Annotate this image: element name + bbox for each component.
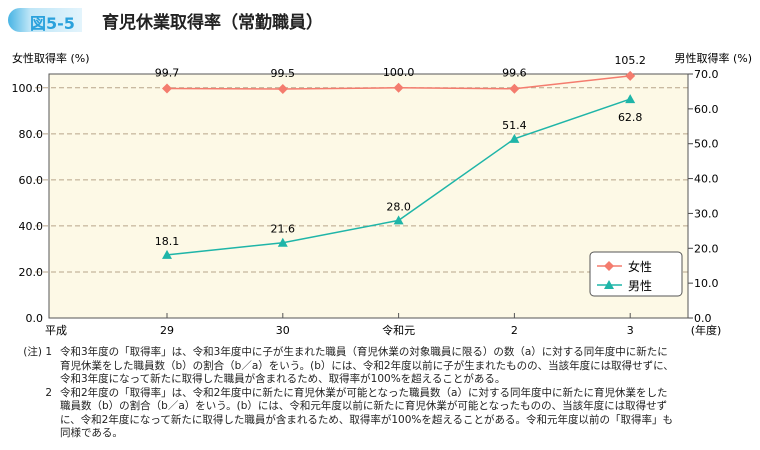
note-line: 職員数（b）の割合（b／a）をいう。(b）には、令和元年度以前に新たに育児休業が… [60,400,668,412]
plot-area [49,74,688,318]
y-right-tick-label: 50.0 [694,138,719,151]
data-label: 99.7 [155,67,180,80]
y-left-tick-label: 80.0 [19,128,44,141]
y-right-axis-label: 男性取得率 (%) [674,51,752,65]
data-label: 62.8 [618,111,643,124]
data-point-female [277,83,288,94]
note-2: 2 令和2年度の「取得率」は、令和2年度中に新たに育児休業が可能となった職員数（… [8,387,758,441]
data-point-male [277,237,288,247]
figure-badge: 図5-5 [8,8,82,33]
y-left-tick-label: 100.0 [12,82,44,95]
data-label: 99.6 [502,67,527,80]
data-point-female [625,70,636,81]
legend-label: 女性 [628,259,652,274]
note-line: 令和3年度の「取得率」は、令和3年度中に子が生まれた職員（育児休業の対象職員に限… [60,346,668,358]
data-label: 18.1 [155,235,180,248]
figure-number: 図5-5 [30,14,75,33]
data-label: 105.2 [614,54,646,67]
data-label: 51.4 [502,119,527,132]
legend-marker-diamond-icon [604,261,614,271]
y-right-tick-label: 60.0 [694,103,719,116]
data-point-female [393,82,404,93]
note-line: に、令和2年度になって新たに取得した職員が含まれるため、取得率が100%を超える… [60,413,674,426]
x-tick-label: 29 [160,324,174,337]
x-tick-label: 3 [627,324,634,337]
y-left-tick-label: 60.0 [19,174,44,187]
notes-prefix: (注) [23,346,42,358]
y-left-axis-label: 女性取得率 (%) [12,51,90,65]
data-point-female [162,83,172,94]
note-line: 令和2年度の「取得率」は、令和2年度中に新たに育児休業が可能となった職員数（a）… [60,386,668,399]
legend-marker-triangle-icon [604,280,614,289]
y-left-tick-label: 20.0 [19,266,44,279]
x-prefix-label: 平成 [45,324,67,337]
note-number: 1 [45,346,52,358]
data-point-male [509,133,520,143]
y-left-tick-label: 40.0 [19,220,44,233]
note-line: 同様である。 [60,427,123,439]
data-label: 28.0 [386,200,411,213]
data-point-male [162,249,172,259]
note-line: 令和3年度になって新たに取得した職員が含まれるため、取得率が100%を超えること… [60,373,506,385]
data-label: 100.0 [383,66,415,79]
y-right-tick-label: 40.0 [694,173,719,186]
legend-label: 男性 [628,279,652,293]
note-1: (注) 1 令和3年度の「取得率」は、令和3年度中に子が生まれた職員（育児休業の… [8,346,758,387]
data-point-female [509,83,520,94]
note-number: 2 [45,386,52,399]
x-axis-label: (年度) [691,323,722,337]
y-right-tick-label: 20.0 [694,242,719,255]
x-tick-label: 令和元 [382,323,415,337]
note-line: 育児休業をした職員数（b）の割合（b／a）をいう。(b）には、令和2年度以前に子… [60,359,674,372]
line-chart: 0.0 20.0 40.0 60.0 80.0 100.0 0.0 10.0 20.0 30.0 4… [12,51,753,337]
data-label: 21.6 [271,223,296,236]
data-point-male [393,215,404,225]
y-right-tick-label: 0.0 [694,312,712,325]
y-right-tick-label: 30.0 [694,207,719,220]
y-right-tick-label: 70.0 [694,68,719,81]
data-point-male [625,94,636,104]
y-left-tick-label: 0.0 [26,312,44,325]
x-tick-label: 2 [511,324,518,337]
y-right-tick-label: 10.0 [694,277,719,290]
x-tick-label: 30 [276,324,290,337]
data-label: 99.5 [271,67,296,80]
chart-title: 育児休業取得率（常勤職員） [102,13,323,33]
notes: (注) 1 令和3年度の「取得率」は、令和3年度中に子が生まれた職員（育児休業の… [8,346,758,441]
plot-border [48,73,689,319]
